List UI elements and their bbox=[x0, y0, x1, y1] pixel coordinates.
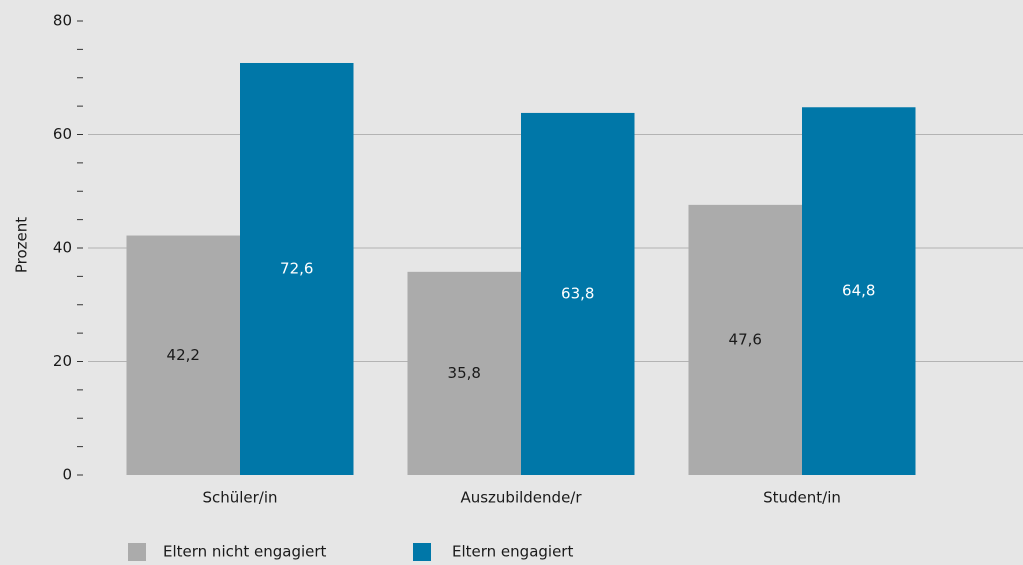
y-tick-label: 0 bbox=[62, 466, 72, 484]
y-axis-label: Prozent bbox=[13, 217, 31, 273]
value-label: 64,8 bbox=[842, 282, 875, 300]
legend-label: Eltern nicht engagiert bbox=[163, 543, 327, 561]
value-label: 72,6 bbox=[280, 259, 313, 277]
bar bbox=[521, 112, 635, 475]
x-tick-label: Student/in bbox=[763, 489, 841, 507]
y-tick-label: 80 bbox=[53, 12, 72, 30]
bar bbox=[240, 62, 354, 476]
value-label: 42,2 bbox=[167, 346, 200, 364]
y-tick-label: 40 bbox=[53, 239, 72, 257]
y-tick-label: 20 bbox=[53, 352, 72, 370]
value-label: 47,6 bbox=[729, 330, 762, 348]
legend-swatch bbox=[128, 543, 146, 561]
value-label: 35,8 bbox=[448, 364, 481, 382]
bar bbox=[802, 107, 916, 475]
bar bbox=[407, 271, 521, 475]
legend-swatch bbox=[413, 543, 431, 561]
legend-label: Eltern engagiert bbox=[452, 543, 573, 561]
x-tick-label: Schüler/in bbox=[202, 489, 277, 507]
y-tick-label: 60 bbox=[53, 125, 72, 143]
x-tick-label: Auszubildende/r bbox=[460, 489, 582, 507]
value-label: 63,8 bbox=[561, 284, 594, 302]
bar bbox=[688, 204, 802, 475]
bar bbox=[126, 235, 240, 475]
